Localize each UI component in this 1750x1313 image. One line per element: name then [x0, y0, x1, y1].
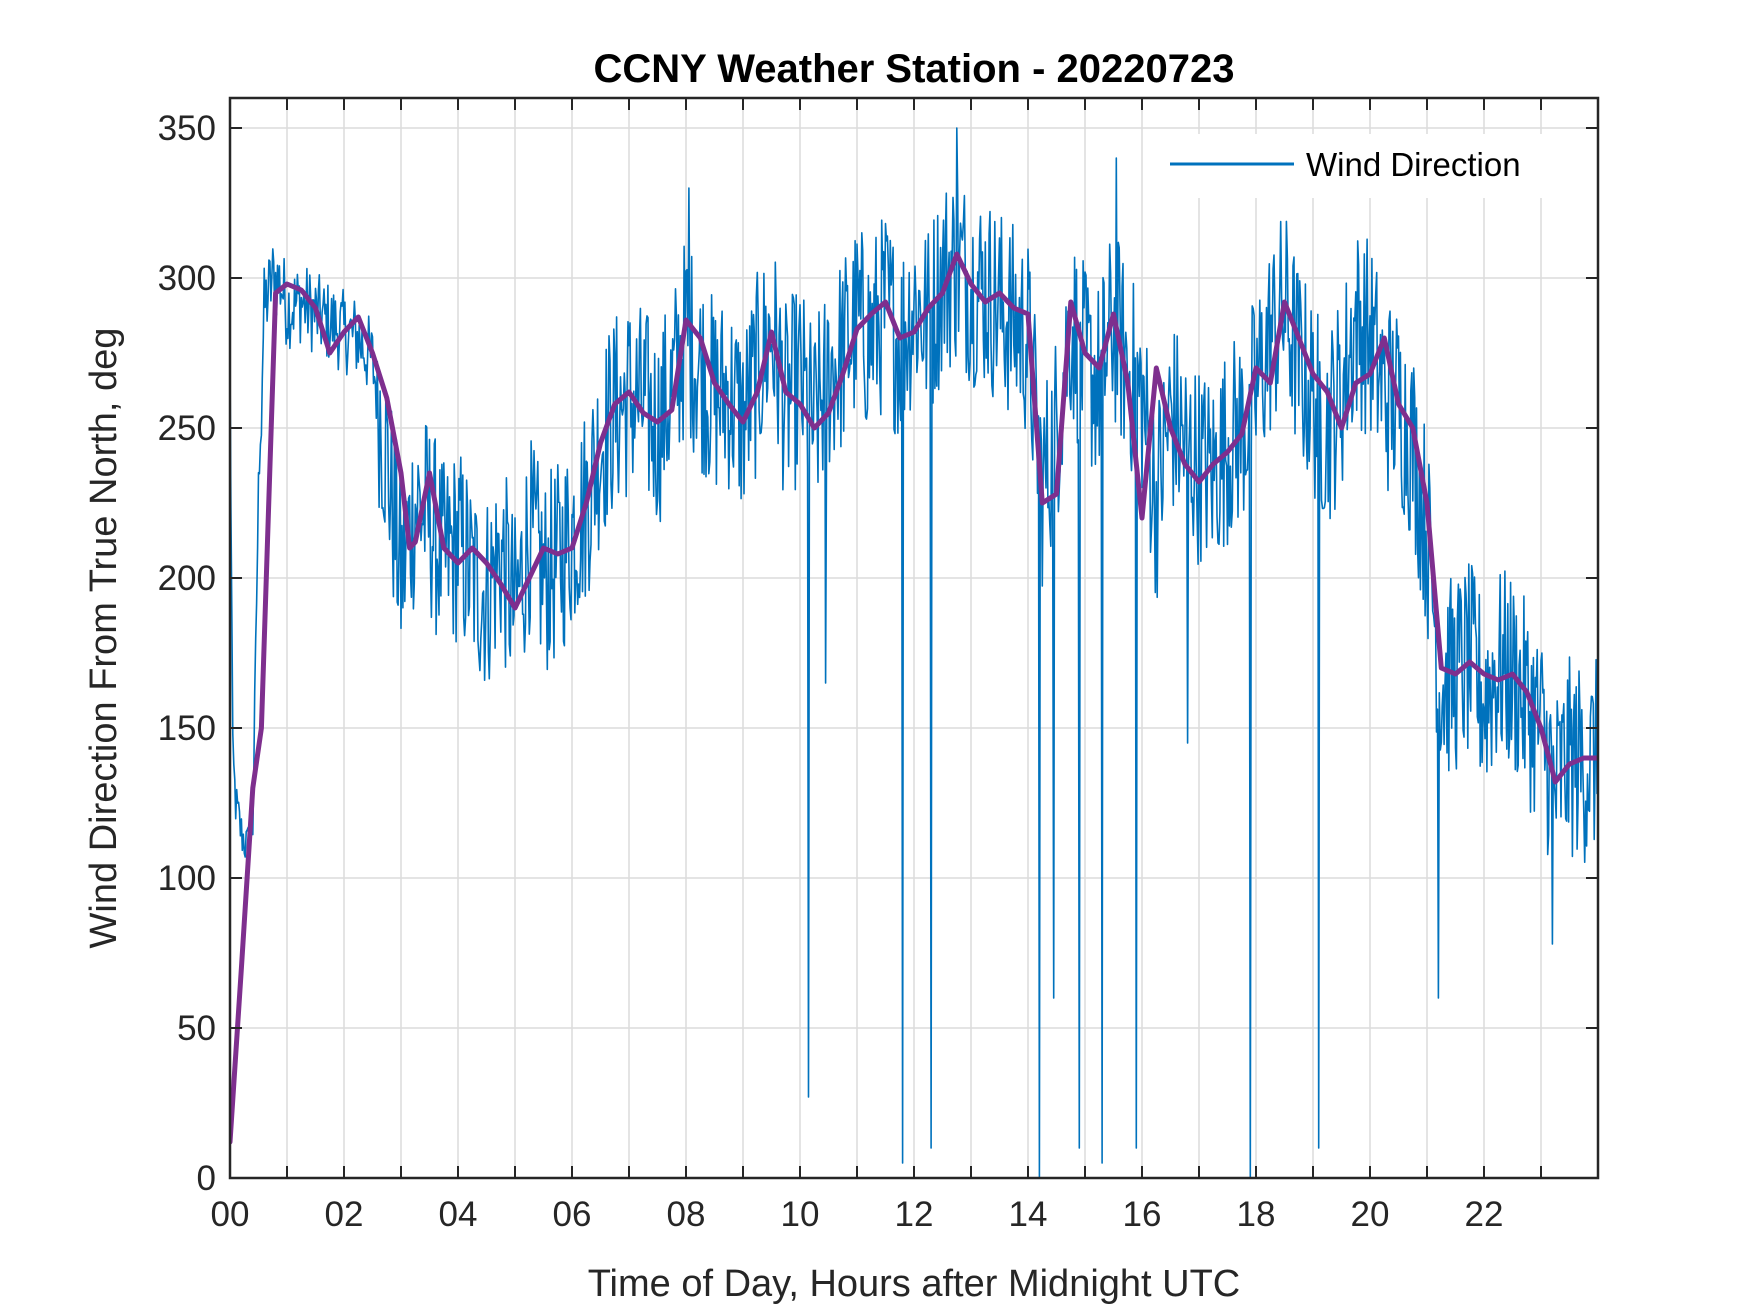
grid: [230, 98, 1598, 1178]
legend-label: Wind Direction: [1306, 146, 1521, 183]
legend: Wind Direction: [1158, 134, 1578, 198]
y-tick-label: 0: [197, 1159, 216, 1198]
y-tick-label: 200: [158, 559, 216, 598]
legend-box: [1158, 134, 1578, 198]
series-wind-direction: [230, 127, 1598, 1178]
x-tick-label: 16: [1123, 1195, 1162, 1234]
series-layer: [230, 127, 1598, 1178]
x-tick-label: 18: [1237, 1195, 1276, 1234]
x-tick-label: 04: [439, 1195, 478, 1234]
y-tick-label: 350: [158, 109, 216, 148]
y-tick-label: 50: [177, 1009, 216, 1048]
x-axis-label: Time of Day, Hours after Midnight UTC: [588, 1263, 1241, 1305]
y-tick-label: 100: [158, 859, 216, 898]
x-tick-label: 08: [667, 1195, 706, 1234]
y-tick-label: 150: [158, 709, 216, 748]
x-tick-label: 06: [553, 1195, 592, 1234]
y-tick-label: 250: [158, 409, 216, 448]
x-tick-label: 00: [211, 1195, 250, 1234]
x-tick-label: 02: [325, 1195, 364, 1234]
x-tick-label: 12: [895, 1195, 934, 1234]
chart-title: CCNY Weather Station - 20220723: [594, 47, 1235, 91]
ticks: 00 02 04 06 08 10 12 14 16 18 20 22 0 50 100 150 200 250 3…: [158, 98, 1599, 1234]
x-tick-label: 22: [1465, 1195, 1504, 1234]
x-tick-label: 10: [781, 1195, 820, 1234]
x-tick-label: 20: [1351, 1195, 1390, 1234]
y-axis-label: Wind Direction From True North, deg: [83, 328, 125, 949]
x-tick-label: 14: [1009, 1195, 1048, 1234]
y-tick-label: 300: [158, 259, 216, 298]
series-moving-average: [230, 251, 1598, 1145]
